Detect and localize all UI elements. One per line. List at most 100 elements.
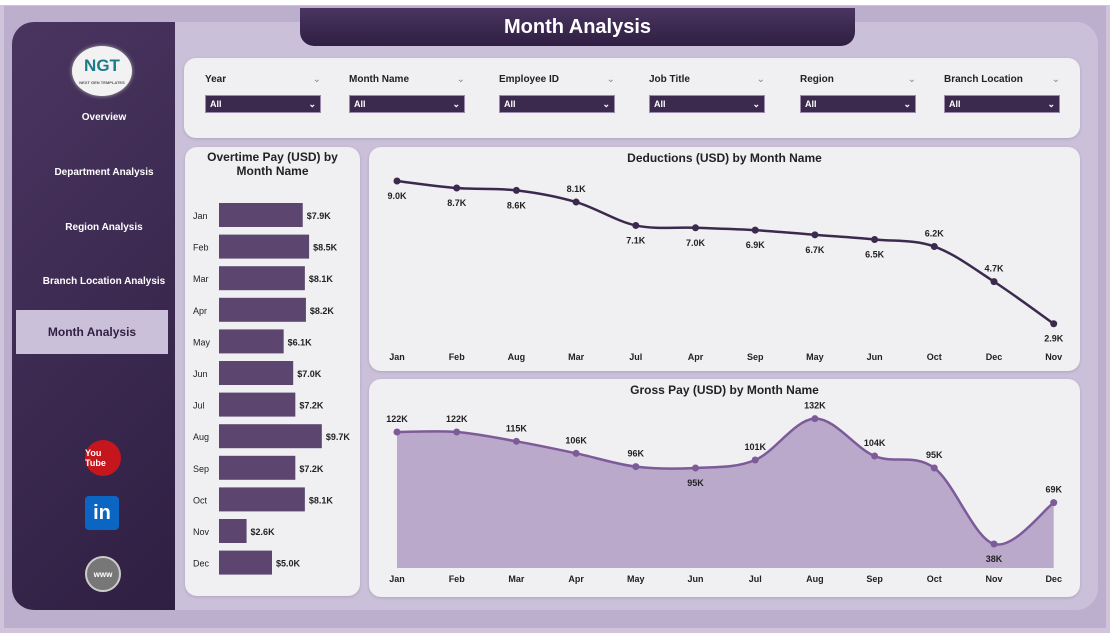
deductions-chart-title: Deductions (USD) by Month Name: [627, 151, 822, 165]
deductions-x-tick: Aug: [508, 352, 526, 362]
gross-area: [397, 418, 1054, 568]
dropdown-value: All: [805, 99, 817, 109]
chevron-down-icon[interactable]: ⌄: [1051, 74, 1060, 85]
gross-point[interactable]: [572, 449, 580, 457]
filter-region: Region ⌄ All ⌄: [800, 74, 916, 113]
deductions-data-label: 9.0K: [387, 191, 407, 201]
overtime-bar[interactable]: [219, 297, 306, 322]
chevron-down-icon: ⌄: [752, 99, 760, 109]
deductions-data-label: 7.0K: [686, 238, 706, 248]
overtime-bar[interactable]: [219, 266, 305, 291]
bar-data-label: $8.1K: [309, 495, 334, 505]
deductions-x-tick: Feb: [449, 352, 466, 362]
filter-label: Job Title ⌄: [649, 74, 765, 88]
filter-employee-id: Employee ID ⌄ All ⌄: [499, 74, 615, 113]
gross-point[interactable]: [632, 463, 640, 471]
overtime-bar[interactable]: [219, 361, 294, 385]
filter-branch-location: Branch Location ⌄ All ⌄: [944, 74, 1060, 113]
overtime-chart-title: Overtime Pay (USD) by Month Name: [207, 150, 338, 178]
deductions-point[interactable]: [990, 278, 998, 286]
deductions-point[interactable]: [930, 243, 938, 251]
page-title: Month Analysis: [300, 8, 855, 46]
bar-data-label: $8.5K: [313, 243, 338, 253]
youtube-icon[interactable]: You Tube: [85, 440, 121, 476]
bar-data-label: $7.9K: [307, 211, 332, 221]
filter-label: Year ⌄: [205, 74, 321, 88]
gross-point[interactable]: [751, 456, 759, 464]
filter-dropdown[interactable]: All ⌄: [944, 95, 1060, 113]
chevron-down-icon[interactable]: ⌄: [756, 74, 765, 85]
chevron-down-icon[interactable]: ⌄: [312, 74, 321, 85]
filter-month-name: Month Name ⌄ All ⌄: [349, 74, 465, 113]
bar-category-label: May: [193, 337, 211, 347]
globe-icon[interactable]: www: [85, 556, 121, 592]
deductions-point[interactable]: [572, 198, 580, 206]
gross-point[interactable]: [393, 428, 401, 436]
overtime-bar[interactable]: [219, 487, 305, 512]
gross-data-label: 95K: [687, 478, 704, 488]
overtime-bar[interactable]: [219, 392, 296, 417]
chevron-down-icon[interactable]: ⌄: [907, 74, 916, 85]
bar-data-label: $8.1K: [309, 274, 334, 284]
filter-label: Branch Location ⌄: [944, 74, 1060, 88]
bar-data-label: $2.6K: [251, 527, 276, 537]
overtime-bar[interactable]: [219, 203, 303, 227]
dropdown-value: All: [210, 99, 222, 109]
filter-dropdown[interactable]: All ⌄: [499, 95, 615, 113]
deductions-point[interactable]: [751, 226, 759, 234]
gross-data-label: 69K: [1045, 485, 1062, 495]
logo: NGT NEXT GEN TEMPLATES: [72, 46, 132, 96]
nav-overview[interactable]: Overview: [81, 112, 127, 123]
gross-point[interactable]: [453, 428, 461, 436]
gross-x-tick: Oct: [927, 574, 942, 584]
linkedin-icon[interactable]: in: [85, 496, 119, 530]
deductions-x-tick: Jul: [629, 352, 642, 362]
filter-label-text: Year: [205, 74, 227, 85]
deductions-point[interactable]: [871, 236, 879, 243]
deductions-point[interactable]: [393, 177, 401, 185]
dropdown-value: All: [504, 99, 516, 109]
chevron-down-icon[interactable]: ⌄: [456, 74, 465, 85]
gross-point[interactable]: [990, 540, 998, 548]
gross-point[interactable]: [1050, 499, 1058, 507]
overtime-bar[interactable]: [219, 519, 247, 543]
deductions-data-label: 6.7K: [805, 245, 825, 255]
deductions-data-label: 8.1K: [567, 184, 587, 194]
overtime-bar[interactable]: [219, 424, 322, 449]
filter-label-text: Region: [800, 74, 834, 85]
gross-point[interactable]: [930, 464, 938, 472]
filter-label-text: Job Title: [649, 74, 690, 85]
overtime-bar[interactable]: [219, 550, 272, 575]
gross-x-tick: Feb: [449, 574, 466, 584]
nav-department-analysis[interactable]: Department Analysis: [54, 167, 154, 178]
overtime-bar[interactable]: [219, 329, 284, 354]
overtime-bar[interactable]: [219, 455, 296, 480]
chevron-down-icon[interactable]: ⌄: [606, 74, 615, 85]
gross-point[interactable]: [871, 452, 879, 460]
bar-category-label: Nov: [193, 527, 210, 537]
overtime-bar[interactable]: [219, 234, 310, 259]
gross-data-label: 122K: [446, 414, 468, 424]
nav-month-analysis[interactable]: Month Analysis: [16, 310, 168, 354]
gross-x-tick: Jun: [687, 574, 703, 584]
filter-dropdown[interactable]: All ⌄: [205, 95, 321, 113]
deductions-point[interactable]: [632, 221, 640, 229]
filter-dropdown[interactable]: All ⌄: [800, 95, 916, 113]
chevron-down-icon: ⌄: [1047, 99, 1055, 109]
gross-point[interactable]: [692, 464, 699, 472]
filter-dropdown[interactable]: All ⌄: [349, 95, 465, 113]
nav-branch-location-analysis[interactable]: Branch Location Analysis: [42, 276, 166, 287]
deductions-point[interactable]: [1050, 320, 1058, 328]
deductions-data-label: 6.2K: [925, 229, 945, 239]
filter-dropdown[interactable]: All ⌄: [649, 95, 765, 113]
deductions-point[interactable]: [692, 224, 699, 232]
nav-region-analysis[interactable]: Region Analysis: [65, 222, 143, 233]
deductions-point[interactable]: [811, 231, 819, 239]
gross-point[interactable]: [512, 437, 520, 445]
deductions-point[interactable]: [453, 184, 461, 192]
gross-point[interactable]: [811, 415, 819, 423]
bar-data-label: $8.2K: [310, 306, 335, 316]
deductions-point[interactable]: [512, 186, 520, 194]
deductions-data-label: 4.7K: [984, 264, 1004, 274]
